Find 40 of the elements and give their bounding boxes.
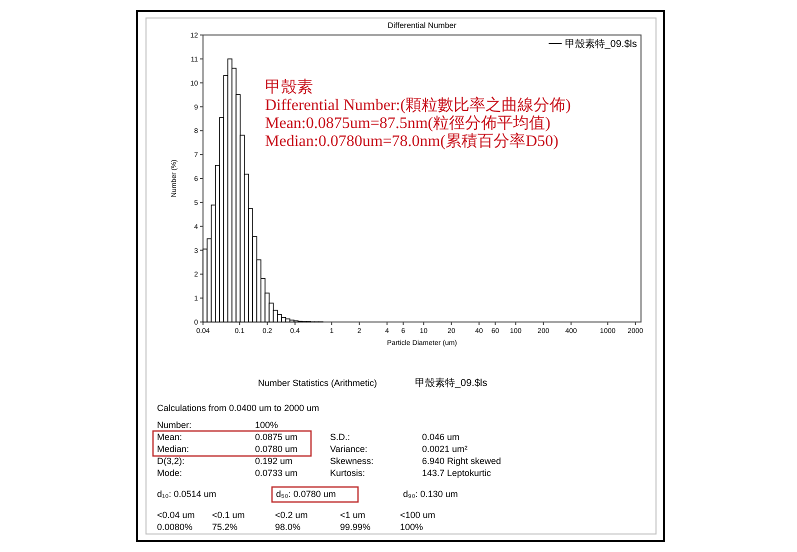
text: 75.2%: [212, 522, 238, 532]
text: 0.0780 um: [255, 444, 298, 454]
text: Number:: [157, 420, 192, 430]
text: 0.0875 um: [255, 432, 298, 442]
text: 0.0080%: [157, 522, 193, 532]
text: Number Statistics (Arithmetic): [258, 378, 378, 388]
text: 6.940 Right skewed: [422, 456, 502, 466]
legend-label: 甲殼素特_09.$ls: [564, 38, 637, 50]
text: Variance:: [330, 444, 368, 454]
text: S.D.:: [330, 432, 350, 442]
annotation: 甲殼素: [265, 78, 313, 96]
text: d₁₀: 0.0514 um: [157, 489, 216, 499]
text: Calculations from 0.0400 um to 2000 um: [157, 403, 320, 413]
annotation: Mean:0.0875um=87.5nm(粒徑分佈平均值): [265, 115, 550, 132]
text: 100%: [400, 522, 424, 532]
chart-title: Differential Number: [388, 21, 457, 30]
text: <1 um: [340, 510, 366, 520]
text: Kurtosis:: [330, 468, 366, 478]
text: Mode:: [157, 468, 182, 478]
text: 甲殼素特_09.$ls: [415, 377, 488, 389]
text: 0.046 um: [422, 432, 460, 442]
text: 0.0733 um: [255, 468, 298, 478]
text: <0.2 um: [275, 510, 308, 520]
text: d₅₀: 0.0780 um: [276, 489, 336, 499]
annotation: Median:0.0780um=78.0nm(累積百分率D50): [265, 132, 558, 150]
text: Skewness:: [330, 456, 374, 466]
text: d₉₀: 0.130 um: [403, 489, 458, 499]
text: Mean:: [157, 432, 182, 442]
text: 98.0%: [275, 522, 301, 532]
annotation: Differential Number:(顆粒數比率之曲線分佈): [265, 96, 571, 114]
text: <100 um: [400, 510, 436, 520]
text: Median:: [157, 444, 190, 454]
text: 143.7 Leptokurtic: [422, 468, 492, 478]
text: 0.192 um: [255, 456, 293, 466]
text: <0.04 um: [157, 510, 195, 520]
text: D(3,2):: [157, 456, 185, 466]
text: 100%: [255, 420, 278, 430]
text: <0.1 um: [212, 510, 245, 520]
text: 99.99%: [340, 522, 371, 532]
text: 0.0021 um²: [422, 444, 468, 454]
